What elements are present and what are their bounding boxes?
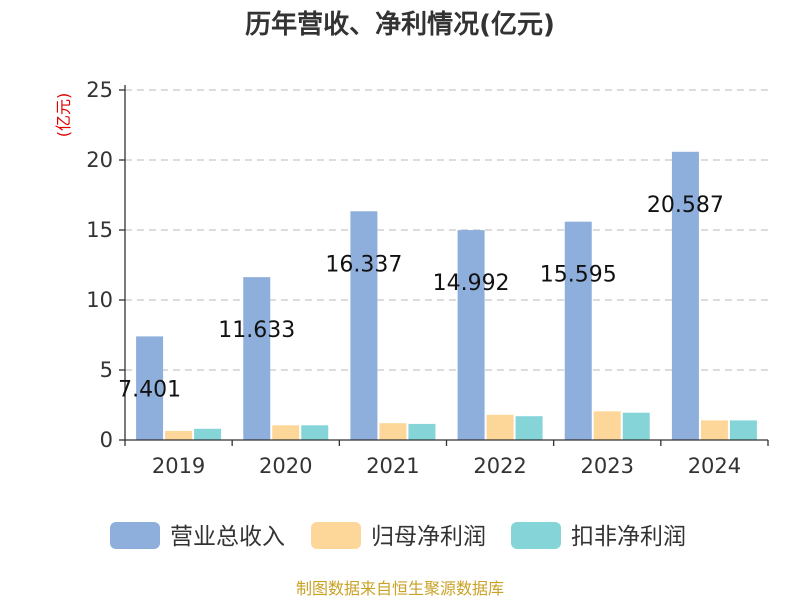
x-tick-label: 2023 bbox=[581, 454, 634, 478]
bar-s0-2019 bbox=[136, 336, 164, 440]
data-label-2020: 11.633 bbox=[218, 318, 295, 343]
bar-s2-2022 bbox=[515, 416, 543, 440]
x-tick-label: 2024 bbox=[688, 454, 741, 478]
legend-item-1[interactable]: 归母净利润 bbox=[311, 522, 486, 550]
legend[interactable]: 营业总收入 归母净利润 扣非净利润 bbox=[110, 522, 686, 550]
y-tick-label: 15 bbox=[86, 218, 113, 242]
legend-item-2[interactable]: 扣非净利润 bbox=[511, 522, 686, 550]
data-label-2021: 16.337 bbox=[325, 252, 402, 277]
bar-s0-2022 bbox=[457, 230, 485, 440]
bar-s2-2024 bbox=[729, 420, 757, 440]
legend-swatch bbox=[311, 522, 361, 549]
data-label-2022: 14.992 bbox=[433, 271, 510, 296]
x-tick-label: 2021 bbox=[366, 454, 419, 478]
y-axis-label: (亿元) bbox=[54, 93, 73, 138]
bar-s1-2022 bbox=[486, 414, 514, 440]
bar-s1-2019 bbox=[165, 430, 193, 440]
bar-s0-2020 bbox=[243, 277, 271, 440]
legend-label: 营业总收入 bbox=[170, 524, 285, 550]
bar-s1-2021 bbox=[379, 423, 407, 440]
y-tick-label: 0 bbox=[100, 428, 113, 452]
data-label-2019: 7.401 bbox=[118, 377, 181, 402]
source-note: 制图数据来自恒生聚源数据库 bbox=[296, 579, 504, 598]
bar-s1-2020 bbox=[272, 425, 300, 440]
legend-item-0[interactable]: 营业总收入 bbox=[110, 522, 285, 550]
y-axis-ticks: 0 5 10 15 20 25 bbox=[86, 78, 125, 452]
bar-s2-2020 bbox=[301, 425, 329, 440]
y-tick-label: 10 bbox=[86, 288, 113, 312]
data-label-2023: 15.595 bbox=[540, 263, 617, 288]
bar-s0-2024 bbox=[671, 151, 699, 441]
bar-s0-2021 bbox=[350, 211, 378, 440]
x-axis: 2019 2020 2021 2022 2023 2024 bbox=[124, 85, 769, 478]
legend-label: 扣非净利润 bbox=[571, 524, 686, 550]
legend-swatch bbox=[511, 522, 561, 549]
legend-label: 归母净利润 bbox=[371, 524, 486, 550]
bar-s1-2023 bbox=[593, 411, 621, 440]
data-labels: 7.401 11.633 16.337 14.992 15.595 20.587 bbox=[118, 193, 724, 403]
legend-swatch bbox=[110, 522, 160, 549]
x-tick-label: 2022 bbox=[473, 454, 526, 478]
bar-s2-2019 bbox=[194, 428, 222, 440]
y-tick-label: 20 bbox=[86, 148, 113, 172]
bar-s2-2021 bbox=[408, 423, 436, 440]
bar-s2-2023 bbox=[622, 412, 650, 440]
x-tick-label: 2019 bbox=[152, 454, 205, 478]
chart-title: 历年营收、净利情况(亿元) bbox=[245, 9, 555, 40]
y-tick-label: 25 bbox=[86, 78, 113, 102]
data-label-2024: 20.587 bbox=[647, 193, 724, 218]
bar-s1-2024 bbox=[700, 420, 728, 440]
bars bbox=[136, 151, 757, 441]
y-tick-label: 5 bbox=[100, 358, 113, 382]
bar-s0-2023 bbox=[564, 221, 592, 440]
x-tick-label: 2020 bbox=[259, 454, 312, 478]
